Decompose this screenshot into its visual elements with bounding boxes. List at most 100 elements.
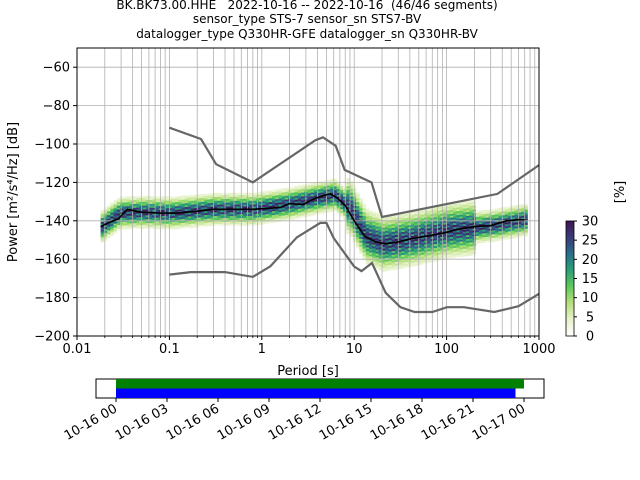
heatmap-cell — [394, 217, 399, 220]
heatmap-cell — [103, 221, 108, 224]
heatmap-cell — [511, 221, 515, 224]
heatmap-cell — [116, 219, 121, 222]
heatmap-cell — [126, 198, 131, 201]
heatmap-cell — [375, 251, 380, 254]
heatmap-cell — [103, 230, 108, 233]
heatmap-cell — [436, 235, 441, 238]
heatmap-cell — [495, 225, 499, 228]
heatmap-cell — [272, 212, 276, 216]
colorbar-tick-label: 20 — [582, 253, 599, 268]
heatmap-cell — [378, 247, 383, 250]
heatmap-cell — [149, 207, 153, 210]
heatmap-cell — [213, 223, 218, 226]
heatmap-cell — [165, 221, 169, 224]
heatmap-cell — [372, 259, 376, 262]
heatmap-cell — [411, 235, 415, 238]
heatmap-cell — [414, 225, 418, 228]
heatmap-cell — [301, 192, 305, 195]
heatmap-cell — [236, 194, 240, 197]
heatmap-cell — [356, 207, 360, 210]
heatmap-cell — [365, 250, 370, 254]
heatmap-cell — [443, 226, 447, 229]
colorbar-segment — [566, 307, 574, 310]
heatmap-cell — [514, 205, 519, 208]
heatmap-cell — [310, 192, 315, 195]
heatmap-cell — [291, 200, 295, 203]
heatmap-cell — [339, 187, 344, 190]
heatmap-cell — [404, 261, 409, 265]
heatmap-cell — [275, 218, 279, 221]
heatmap-cell — [388, 216, 392, 219]
heatmap-cell — [252, 215, 257, 219]
heatmap-cell — [356, 196, 360, 199]
heatmap-cell — [184, 214, 189, 217]
heatmap-cell — [517, 212, 522, 215]
heatmap-cell — [485, 219, 489, 222]
heatmap-cell — [365, 262, 370, 265]
heatmap-cell — [365, 245, 370, 248]
heatmap-cell — [323, 209, 328, 212]
heatmap-cell — [391, 218, 396, 221]
heatmap-cell — [394, 215, 399, 218]
heatmap-cell — [475, 216, 480, 219]
heatmap-cell — [466, 225, 470, 228]
heatmap-cell — [317, 194, 321, 197]
heatmap-cell — [495, 237, 499, 240]
heatmap-cell — [433, 213, 438, 216]
heatmap-cell — [291, 192, 295, 195]
heatmap-cell — [443, 207, 447, 210]
heatmap-cell — [372, 232, 376, 235]
heatmap-cell — [427, 212, 431, 215]
heatmap-cell — [398, 259, 402, 262]
heatmap-cell — [268, 196, 273, 199]
heatmap-cell — [394, 234, 399, 237]
heatmap-cell — [504, 206, 509, 209]
heatmap-cell — [469, 200, 473, 203]
heatmap-cell — [385, 217, 389, 220]
colorbar-segment — [566, 236, 574, 239]
heatmap-cell — [278, 196, 283, 199]
heatmap-cell — [369, 252, 373, 255]
heatmap-cell — [120, 204, 124, 207]
heatmap-cell — [307, 187, 312, 190]
heatmap-cell — [197, 194, 202, 197]
heatmap-cell — [120, 217, 124, 220]
x-tick-label: 0.01 — [63, 342, 92, 357]
heatmap-cell — [459, 249, 464, 252]
heatmap-cell — [103, 238, 108, 241]
heatmap-cell — [394, 261, 399, 264]
heatmap-cell — [226, 194, 231, 197]
heatmap-cell — [336, 207, 341, 211]
heatmap-cell — [175, 217, 179, 220]
heatmap-cell — [291, 204, 295, 207]
heatmap-cell — [498, 207, 502, 210]
heatmap-cell — [333, 199, 337, 202]
heatmap-cell — [401, 216, 405, 219]
colorbar-segment — [566, 314, 574, 318]
heatmap-cell — [165, 198, 169, 201]
heatmap-cell — [446, 256, 451, 259]
heatmap-cell — [498, 209, 502, 212]
heatmap-cell — [417, 255, 422, 258]
colorbar-segment — [566, 324, 574, 327]
heatmap-cell — [268, 203, 273, 206]
heatmap-cell — [411, 258, 415, 261]
heatmap-cell — [417, 230, 422, 233]
heatmap-cell — [443, 212, 447, 215]
heatmap-cell — [100, 240, 105, 243]
heatmap-cell — [207, 212, 211, 215]
heatmap-cell — [466, 252, 470, 255]
heatmap-cell — [129, 198, 134, 201]
heatmap-cell — [462, 231, 467, 234]
heatmap-cell — [217, 194, 221, 197]
heatmap-cell — [375, 261, 380, 264]
heatmap-cell — [155, 203, 160, 207]
heatmap-cell — [365, 214, 370, 217]
heatmap-cell — [365, 249, 370, 252]
heatmap-cell — [314, 203, 318, 206]
heatmap-cell — [372, 215, 376, 218]
heatmap-cell — [175, 209, 179, 212]
heatmap-cell — [323, 182, 328, 185]
heatmap-cell — [291, 186, 295, 189]
heatmap-cell — [330, 198, 334, 201]
